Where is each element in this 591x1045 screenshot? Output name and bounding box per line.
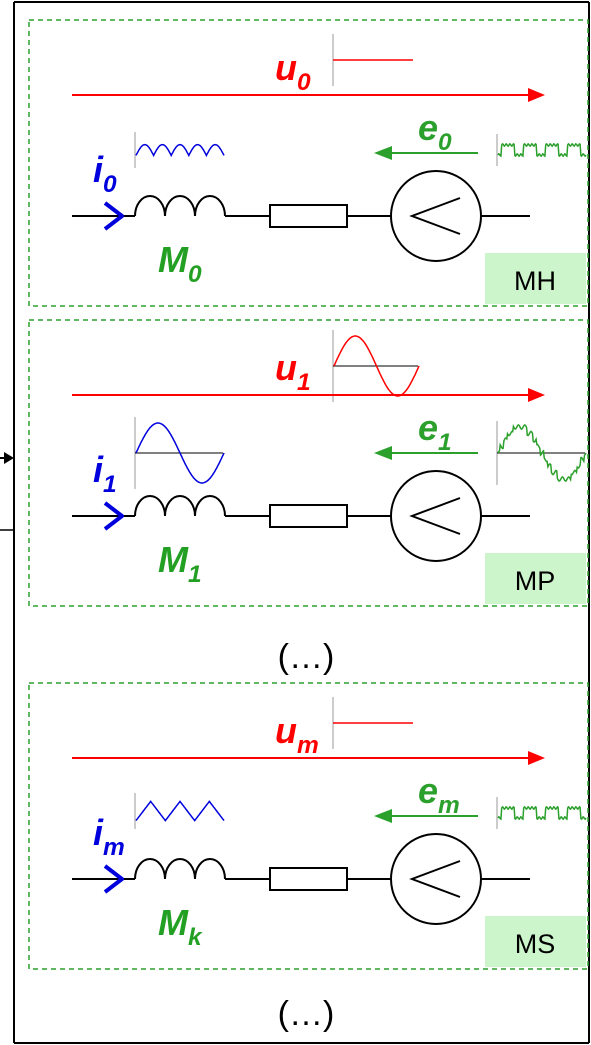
- resistor-icon: [269, 504, 348, 528]
- emf-waveform: [496, 421, 587, 485]
- module-frame: [28, 319, 589, 607]
- module-tag-box: [485, 253, 586, 304]
- feed-arrowhead: [4, 452, 14, 464]
- module-tag-box: [485, 553, 586, 604]
- emf-waveform-trace: [497, 423, 587, 483]
- resistor-icon: [269, 867, 348, 891]
- current-label-base: i: [93, 149, 104, 190]
- ellipsis-2: (…): [278, 995, 335, 1033]
- voltage-label-base: u: [275, 347, 297, 388]
- current-waveform-trace: [135, 422, 225, 484]
- current-waveform: [134, 132, 225, 168]
- voltage-waveform: [332, 330, 420, 402]
- current-label: i0: [93, 149, 117, 198]
- current-waveform: [134, 417, 225, 489]
- voltage-label-sub: 1: [297, 369, 311, 396]
- resistor-icon: [269, 204, 348, 228]
- current-label-base: i: [93, 812, 104, 853]
- emf-label: e1: [418, 407, 452, 456]
- module-tag: MP: [515, 566, 556, 596]
- voltage-waveform-trace: [333, 335, 420, 397]
- voltage-arrowhead: [528, 388, 545, 402]
- voltage-waveform: [332, 697, 413, 749]
- source-arrow-icon: [409, 197, 461, 235]
- current-label-sub: m: [103, 834, 125, 861]
- inductance-label-base: M: [158, 539, 189, 580]
- emf-label-base: e: [418, 770, 438, 811]
- inductance-label: M0: [158, 239, 202, 288]
- voltage-source-icon: [390, 170, 482, 262]
- inductor-icon: [134, 495, 226, 517]
- emf-label-sub: m: [438, 792, 460, 819]
- emf-waveform: [496, 797, 587, 829]
- inductance-label-base: M: [158, 239, 189, 280]
- emf-waveform-trace: [497, 805, 587, 821]
- emf-label-sub: 1: [438, 429, 452, 456]
- source-arrow-icon: [409, 497, 461, 535]
- current-direction-icon: [103, 501, 124, 531]
- current-direction-icon: [103, 201, 124, 231]
- emf-waveform: [496, 134, 587, 166]
- current-waveform-trace: [135, 800, 225, 822]
- source-arrow-icon: [409, 860, 461, 898]
- inductance-label-base: M: [158, 902, 189, 943]
- voltage-arrowhead: [528, 751, 545, 765]
- voltage-label: u1: [275, 347, 311, 396]
- current-label-base: i: [93, 449, 104, 490]
- voltage-label-sub: 0: [297, 69, 311, 96]
- voltage-arrowhead: [528, 88, 545, 102]
- current-label-sub: 1: [103, 471, 117, 498]
- inductor-icon: [134, 195, 226, 217]
- current-label: i1: [93, 449, 117, 498]
- emf-label: em: [418, 770, 460, 819]
- current-waveform-trace: [135, 143, 225, 158]
- ellipsis-1: (…): [278, 638, 335, 676]
- module-tag-box: [485, 916, 586, 967]
- module-frame: [28, 682, 589, 970]
- inductance-label-sub: 1: [188, 561, 202, 588]
- voltage-label-base: u: [275, 710, 297, 751]
- inductance-label-sub: k: [188, 924, 203, 951]
- emf-label-sub: 0: [438, 129, 452, 156]
- inductor-icon: [134, 858, 226, 880]
- voltage-source-icon: [390, 470, 482, 562]
- voltage-label: u0: [275, 47, 311, 96]
- inductance-label-sub: 0: [188, 261, 202, 288]
- emf-waveform-trace: [497, 142, 587, 158]
- voltage-waveform: [332, 34, 413, 86]
- voltage-source-icon: [390, 833, 482, 925]
- emf-label-base: e: [418, 107, 438, 148]
- inductance-label: M1: [158, 539, 202, 588]
- voltage-label: um: [275, 710, 319, 759]
- current-label: im: [93, 812, 125, 861]
- emf-label: e0: [418, 107, 452, 156]
- current-direction-icon: [103, 864, 124, 894]
- module-frame: [28, 19, 589, 307]
- emf-label-base: e: [418, 407, 438, 448]
- emf-arrowhead: [374, 446, 392, 460]
- emf-arrowhead: [374, 809, 392, 823]
- voltage-label-sub: m: [297, 732, 319, 759]
- module-tag: MS: [515, 929, 556, 959]
- voltage-label-base: u: [275, 47, 297, 88]
- module-tag: MH: [514, 266, 556, 296]
- emf-arrowhead: [374, 146, 392, 160]
- current-label-sub: 0: [103, 171, 117, 198]
- current-waveform: [134, 793, 225, 829]
- inductance-label: Mk: [158, 902, 203, 951]
